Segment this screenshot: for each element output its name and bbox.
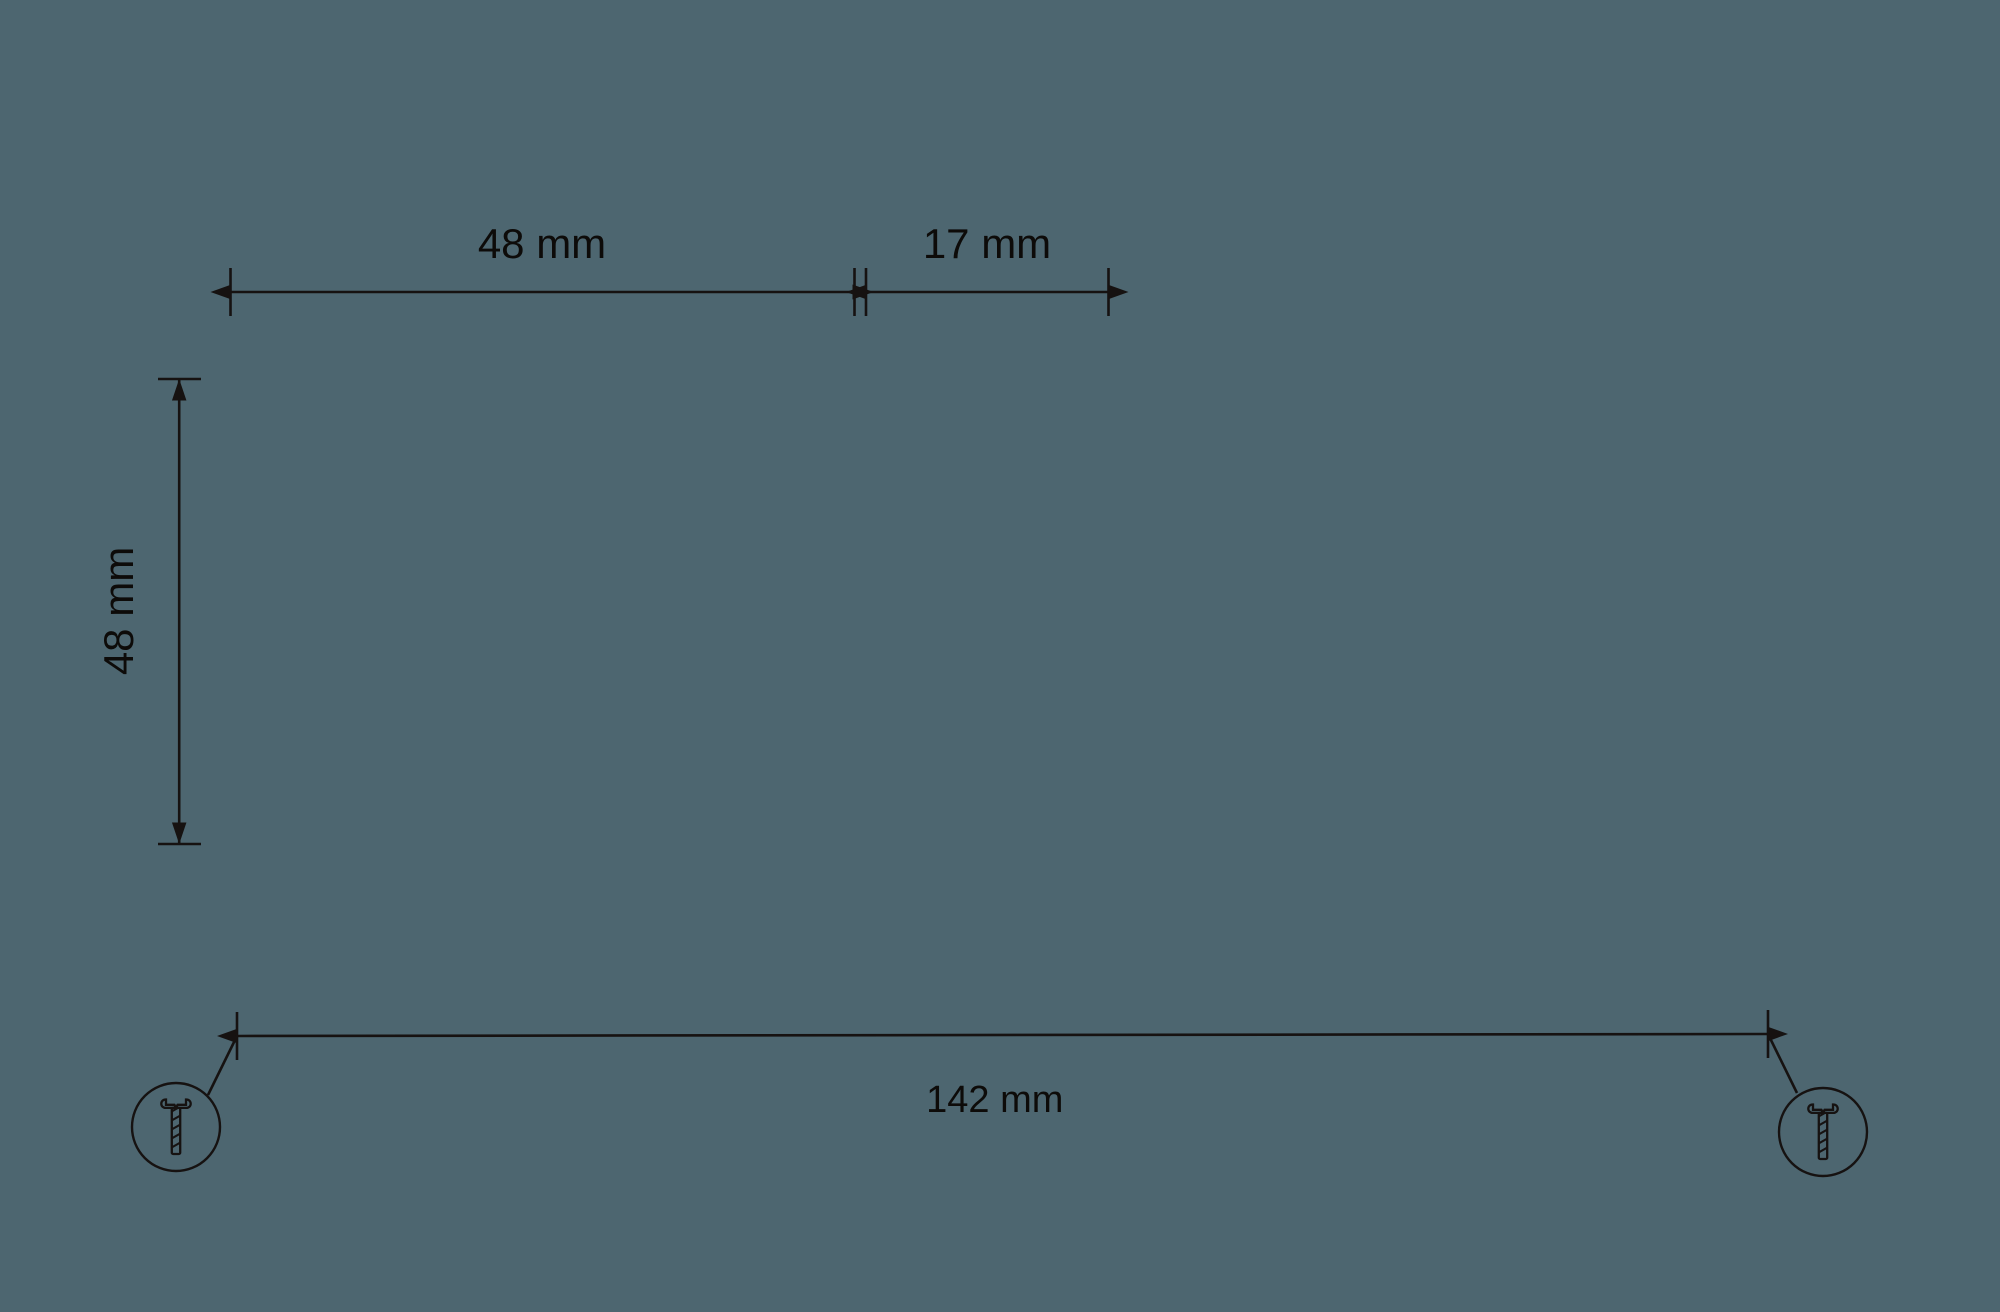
svg-text:17 mm: 17 mm <box>923 220 1051 267</box>
svg-text:48 mm: 48 mm <box>478 220 606 267</box>
svg-text:142 mm: 142 mm <box>926 1079 1063 1121</box>
svg-text:48 mm: 48 mm <box>95 547 142 675</box>
